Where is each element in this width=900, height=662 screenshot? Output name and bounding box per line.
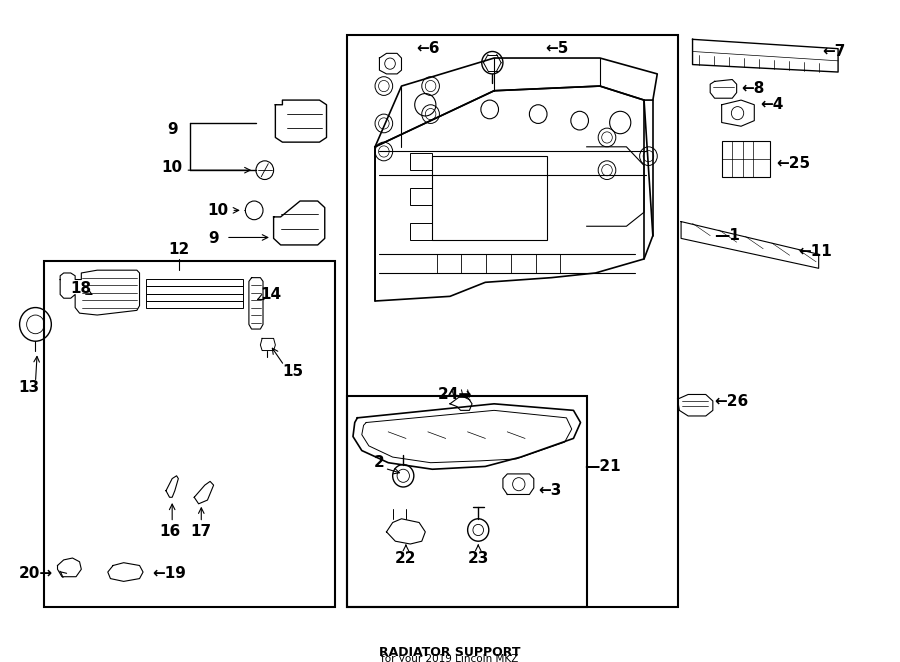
Text: 9: 9: [166, 122, 177, 138]
Text: —1: —1: [715, 228, 741, 243]
Text: 20→: 20→: [19, 567, 53, 581]
Text: RADIATOR SUPPORT: RADIATOR SUPPORT: [379, 645, 521, 659]
Text: ←25: ←25: [777, 156, 811, 171]
Text: ←19: ←19: [152, 567, 185, 581]
Text: 10: 10: [162, 160, 183, 175]
Text: 13: 13: [18, 381, 39, 395]
Bar: [146, 286, 243, 293]
Bar: [146, 301, 243, 308]
Text: 17: 17: [191, 524, 211, 540]
Text: ←3: ←3: [538, 483, 562, 498]
Text: ←7: ←7: [823, 44, 846, 59]
Text: 10: 10: [208, 203, 229, 218]
Text: ←26: ←26: [715, 393, 749, 408]
Text: ←11: ←11: [798, 244, 832, 259]
Bar: [146, 293, 243, 301]
Text: 23: 23: [467, 551, 489, 565]
Text: 18: 18: [71, 281, 92, 297]
Text: for your 2019 Lincoln MKZ: for your 2019 Lincoln MKZ: [382, 653, 518, 662]
Text: 14: 14: [260, 287, 282, 302]
Text: 24→: 24→: [438, 387, 472, 402]
Text: ←5: ←5: [545, 41, 569, 56]
Bar: [722, 141, 770, 177]
Bar: [44, 261, 336, 606]
Text: ←6: ←6: [417, 41, 440, 56]
Text: —21: —21: [584, 459, 621, 474]
Bar: [410, 154, 432, 170]
Text: 15: 15: [283, 363, 303, 379]
Bar: [346, 397, 587, 606]
Text: 2: 2: [374, 455, 385, 470]
Text: 22: 22: [395, 551, 417, 565]
Bar: [410, 188, 432, 205]
Text: ←8: ←8: [741, 81, 764, 97]
Bar: [410, 224, 432, 240]
Text: 16: 16: [160, 524, 181, 540]
Bar: [146, 279, 243, 286]
Bar: [432, 156, 547, 240]
Text: ←4: ←4: [760, 97, 784, 113]
Text: 9: 9: [208, 231, 219, 246]
Text: 12: 12: [168, 242, 190, 257]
Bar: [346, 34, 678, 606]
